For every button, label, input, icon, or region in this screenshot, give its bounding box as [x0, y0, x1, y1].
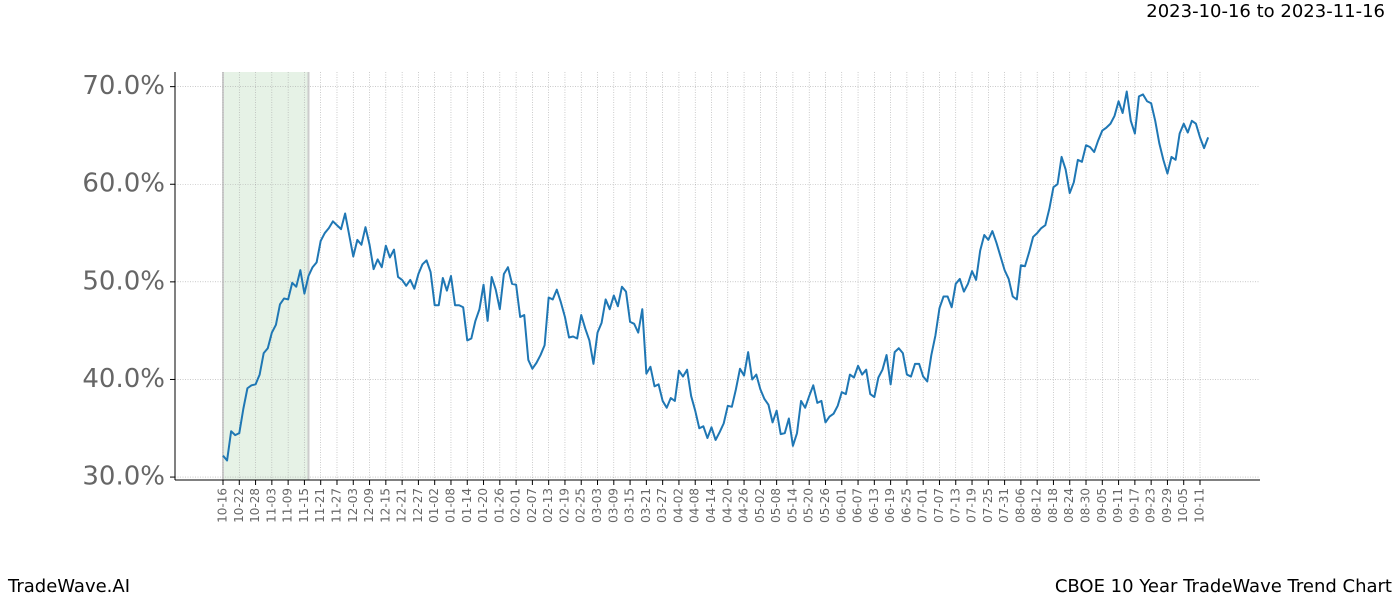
- x-tick-label: 07-19: [965, 488, 979, 523]
- x-tick-label: 02-25: [574, 488, 588, 523]
- x-tick-label: 05-20: [802, 488, 816, 523]
- x-tick-label: 05-14: [785, 488, 799, 523]
- x-tick-label: 10-16: [216, 488, 230, 523]
- x-tick-label: 07-13: [948, 488, 962, 523]
- x-tick-label: 04-02: [671, 488, 685, 523]
- watermark: TradeWave.AI: [7, 576, 130, 597]
- x-tick-label: 06-19: [883, 488, 897, 523]
- x-tick-label: 12-27: [411, 488, 425, 523]
- x-tick-label: 08-30: [1079, 488, 1093, 523]
- y-tick-label: 30.0%: [82, 462, 165, 492]
- x-tick-label: 05-26: [818, 488, 832, 523]
- y-tick-label: 70.0%: [82, 71, 165, 101]
- x-tick-label: 06-25: [899, 488, 913, 523]
- x-tick-label: 10-05: [1176, 488, 1190, 523]
- x-tick-label: 08-12: [1030, 488, 1044, 523]
- x-tick-label: 07-31: [997, 488, 1011, 523]
- x-tick-label: 02-19: [557, 488, 571, 523]
- x-tick-label: 09-05: [1095, 488, 1109, 523]
- x-tick-label: 08-06: [1013, 488, 1027, 523]
- x-tick-label: 10-11: [1193, 488, 1207, 523]
- x-tick-label: 07-25: [981, 488, 995, 523]
- x-tick-label: 03-09: [606, 488, 620, 523]
- x-tick-label: 09-29: [1160, 488, 1174, 523]
- x-tick-label: 04-20: [720, 488, 734, 523]
- x-tick-label: 12-03: [346, 488, 360, 523]
- x-tick-label: 03-03: [590, 488, 604, 523]
- x-tick-label: 11-03: [264, 488, 278, 523]
- x-tick-label: 11-21: [313, 488, 327, 523]
- date-range: 2023-10-16 to 2023-11-16: [1146, 1, 1385, 22]
- x-tick-label: 09-17: [1127, 488, 1141, 523]
- y-tick-label: 50.0%: [82, 266, 165, 296]
- chart-title: CBOE 10 Year TradeWave Trend Chart: [1055, 576, 1392, 597]
- x-tick-label: 06-01: [834, 488, 848, 523]
- x-tick-label: 12-09: [362, 488, 376, 523]
- x-tick-label: 12-15: [378, 488, 392, 523]
- x-tick-label: 03-15: [623, 488, 637, 523]
- highlight-band: [223, 72, 309, 480]
- x-tick-label: 08-24: [1062, 488, 1076, 523]
- x-tick-label: 06-13: [867, 488, 881, 523]
- x-tick-label: 07-07: [932, 488, 946, 523]
- series-line: [222, 90, 1210, 462]
- x-tick-label: 02-01: [509, 488, 523, 523]
- x-tick-label: 04-08: [688, 488, 702, 523]
- x-tick-label: 04-26: [737, 488, 751, 523]
- x-tick-label: 03-21: [639, 488, 653, 523]
- x-tick-label: 05-08: [769, 488, 783, 523]
- x-tick-label: 12-21: [395, 488, 409, 523]
- x-tick-label: 07-01: [916, 488, 930, 523]
- x-tick-label: 11-09: [281, 488, 295, 523]
- x-tick-label: 01-14: [460, 488, 474, 523]
- x-tick-label: 05-02: [753, 488, 767, 523]
- x-tick-label: 01-02: [427, 488, 441, 523]
- x-tick-label: 11-27: [329, 488, 343, 523]
- x-tick-label: 11-15: [297, 488, 311, 523]
- x-tick-label: 01-20: [476, 488, 490, 523]
- x-tick-label: 06-07: [851, 488, 865, 523]
- y-tick-label: 60.0%: [82, 169, 165, 199]
- x-tick-label: 01-08: [443, 488, 457, 523]
- x-tick-label: 10-28: [248, 488, 262, 523]
- x-tick-label: 09-23: [1144, 488, 1158, 523]
- x-tick-label: 03-27: [655, 488, 669, 523]
- x-tick-label: 10-22: [232, 488, 246, 523]
- x-tick-label: 01-26: [492, 488, 506, 523]
- x-tick-label: 09-11: [1111, 488, 1125, 523]
- y-tick-label: 40.0%: [82, 364, 165, 394]
- x-tick-label: 08-18: [1046, 488, 1060, 523]
- x-tick-label: 02-13: [541, 488, 555, 523]
- x-tick-label: 04-14: [704, 488, 718, 523]
- x-tick-label: 02-07: [525, 488, 539, 523]
